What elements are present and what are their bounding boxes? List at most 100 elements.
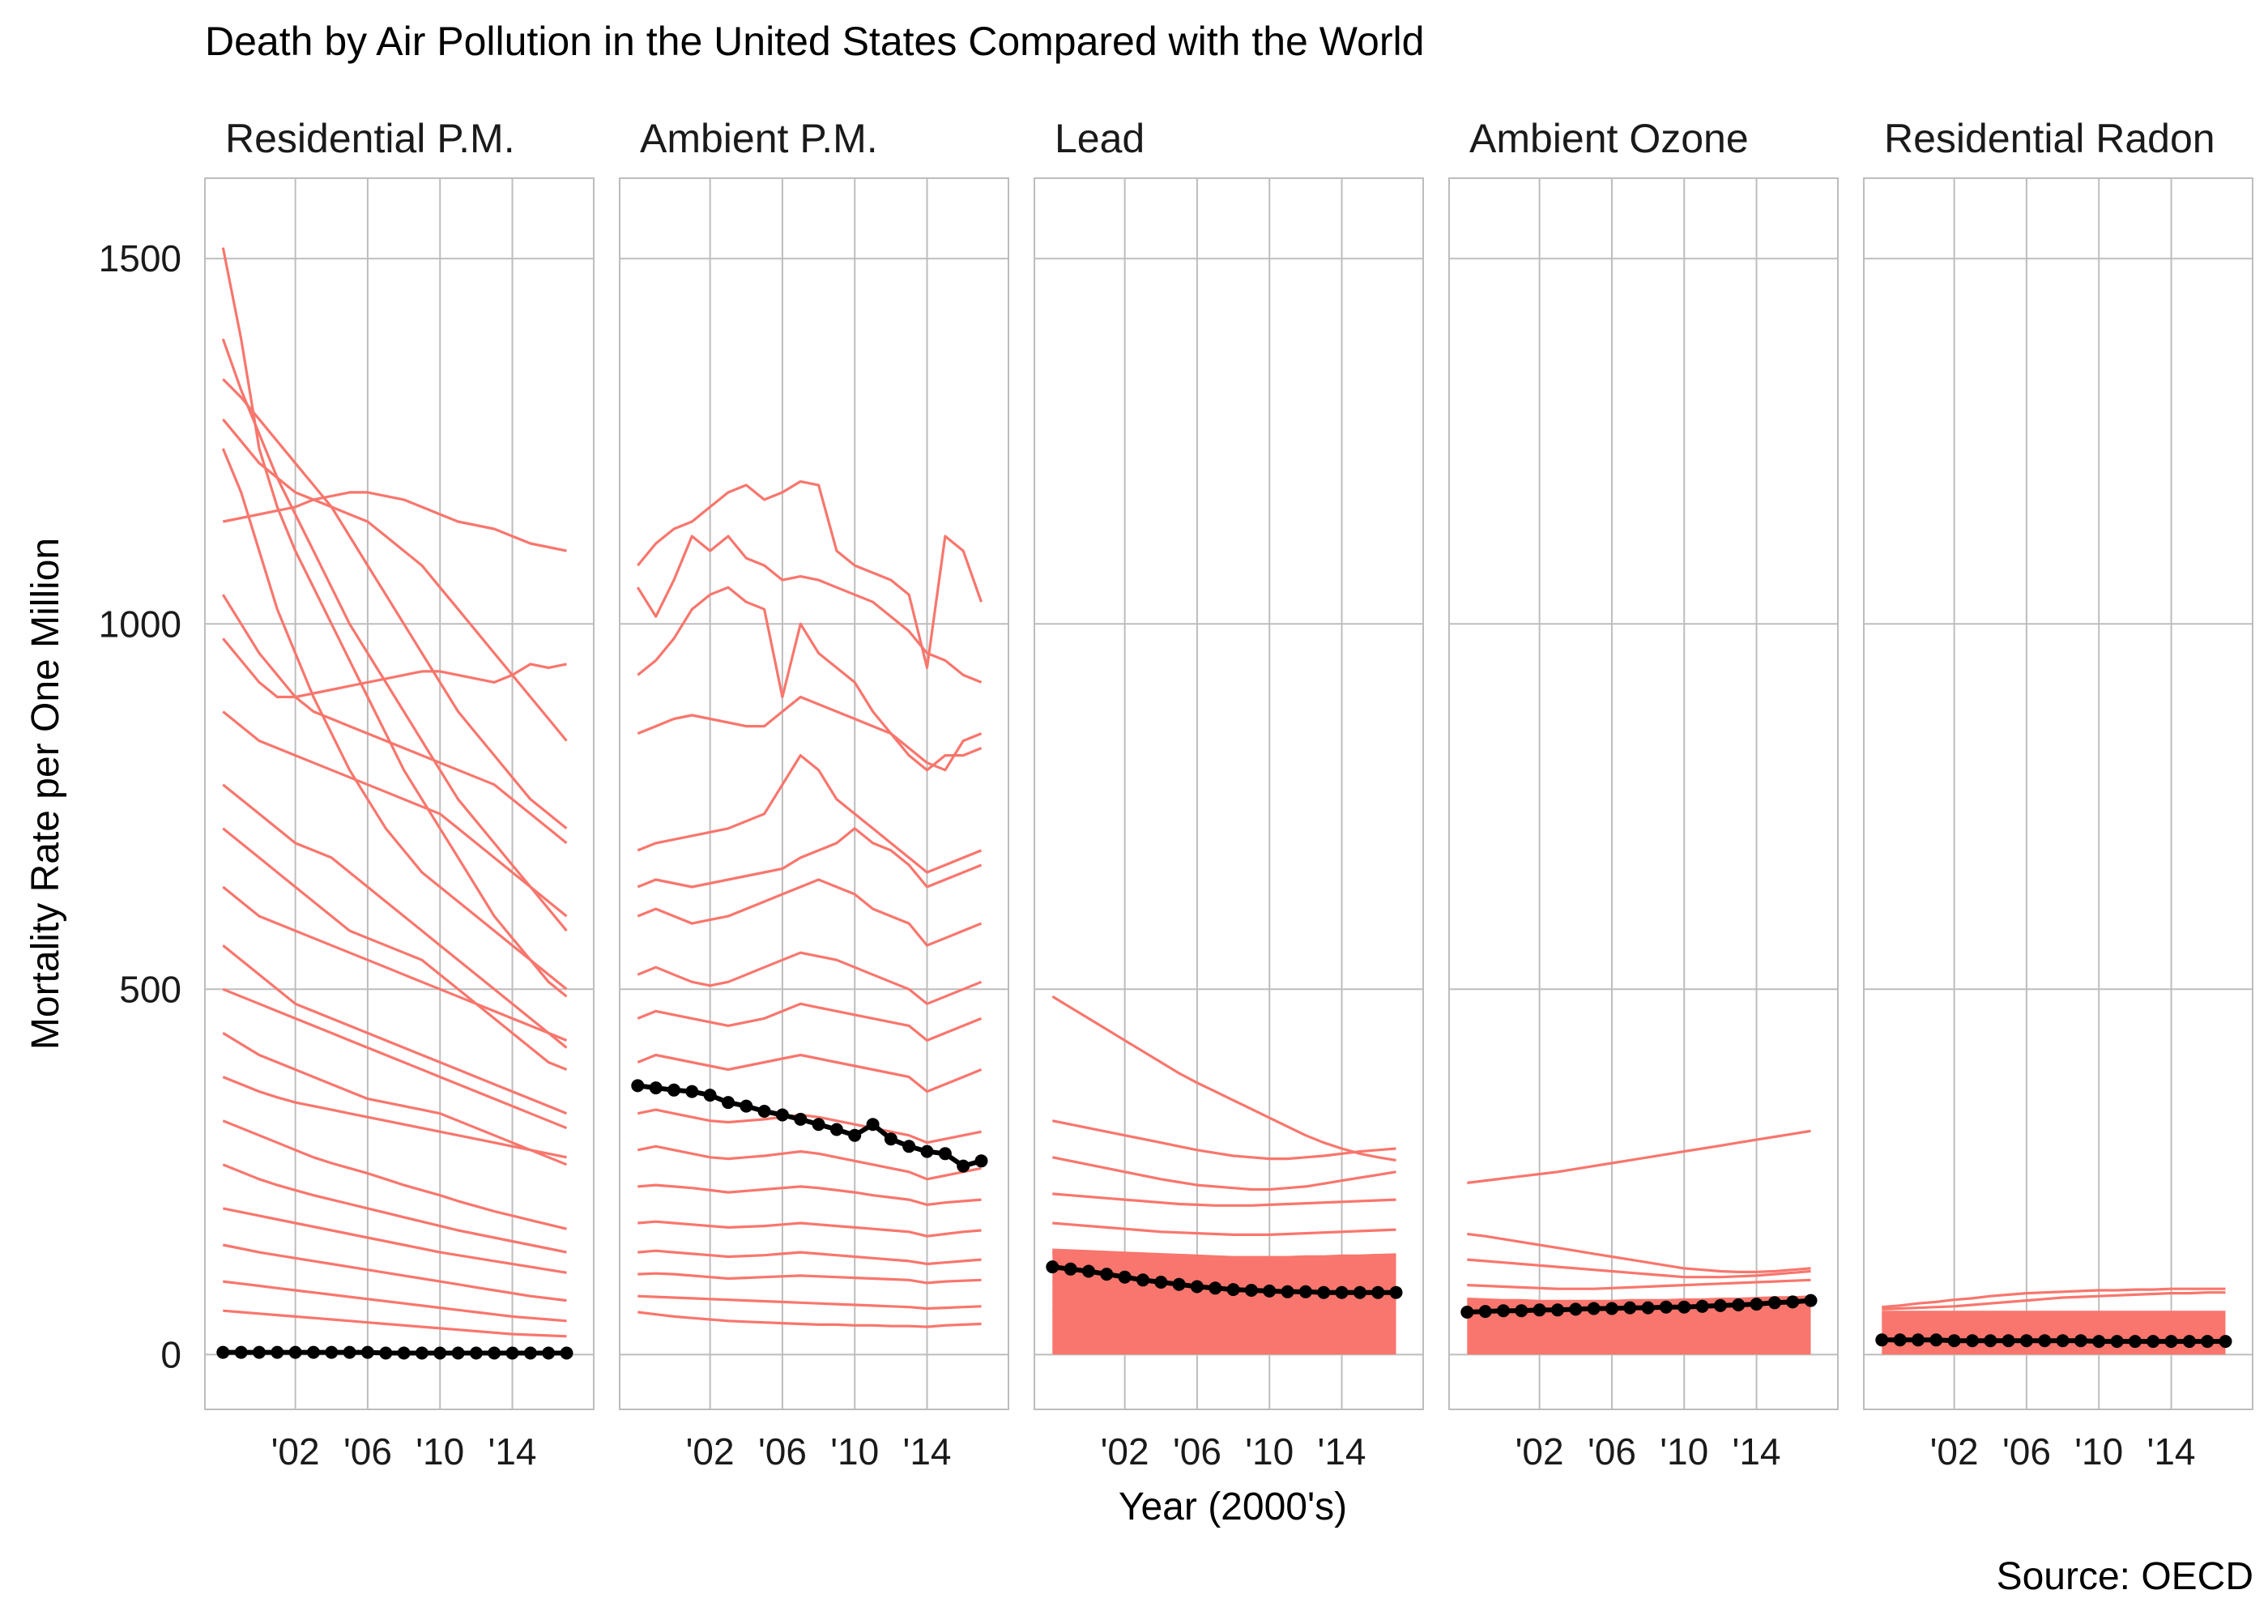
world-line: [222, 987, 568, 1130]
us-point: [2002, 1334, 2015, 1348]
us-point: [1353, 1285, 1366, 1299]
us-point: [1767, 1296, 1781, 1310]
us-point: [1082, 1264, 1095, 1278]
us-point: [1641, 1301, 1655, 1315]
us-point: [1154, 1276, 1168, 1289]
panel-border: [619, 177, 1009, 1410]
us-point: [307, 1345, 320, 1359]
panel-1: Ambient P.M. '02 '06 '10 '14: [619, 116, 1009, 1473]
us-point: [1460, 1306, 1474, 1319]
us-point: [1100, 1268, 1114, 1281]
us-point: [938, 1147, 952, 1161]
us-point: [433, 1346, 447, 1360]
world-line: [222, 1032, 568, 1166]
us-point: [1947, 1334, 1961, 1348]
us-point: [1281, 1285, 1294, 1298]
world-line: [637, 1249, 982, 1266]
world-line: [223, 1309, 567, 1338]
world-line: [222, 827, 568, 1071]
us-point: [1912, 1333, 1925, 1347]
us-point: [1623, 1301, 1637, 1315]
x-tick-label: '14: [488, 1430, 537, 1473]
us-point: [1713, 1298, 1727, 1312]
x-tick-label: '10: [830, 1430, 879, 1473]
us-point: [1209, 1281, 1222, 1295]
panel-2: Lead '02 '06 '10 '14: [1034, 116, 1424, 1473]
us-point: [631, 1079, 645, 1093]
us-point: [649, 1081, 663, 1095]
us-point: [2110, 1335, 2124, 1349]
us-point: [829, 1123, 843, 1136]
x-tick-label: '06: [2002, 1430, 2051, 1473]
us-point: [1371, 1285, 1385, 1299]
us-point: [957, 1159, 970, 1173]
us-point: [2019, 1334, 2033, 1348]
us-point: [542, 1346, 556, 1360]
x-tick-label: '06: [1588, 1430, 1636, 1473]
world-line: [222, 1163, 567, 1254]
world-line: [637, 1311, 982, 1328]
world-line: [637, 1294, 982, 1311]
us-point: [812, 1118, 825, 1132]
us-point: [325, 1345, 339, 1359]
us-point: [1172, 1277, 1186, 1291]
us-point: [523, 1346, 537, 1360]
us-point: [2182, 1335, 2196, 1349]
x-tick-label: '14: [903, 1430, 952, 1473]
world-line: [222, 491, 567, 552]
us-point: [1515, 1304, 1528, 1318]
x-tick-label: '02: [271, 1430, 320, 1473]
chart-title: Death by Air Pollution in the United Sta…: [205, 19, 1424, 64]
us-point: [379, 1346, 393, 1360]
us-point: [775, 1108, 789, 1122]
panel-0: Residential P.M. '02 '06 '10 '14 0 500 1000 1500: [99, 116, 595, 1473]
us-point: [1497, 1304, 1510, 1318]
us-point: [667, 1083, 680, 1097]
world-line: [637, 1002, 983, 1042]
x-tick-label: '06: [1173, 1430, 1221, 1473]
x-tick-label: '14: [2147, 1430, 2196, 1473]
us-point: [253, 1345, 266, 1359]
us-point: [2201, 1335, 2215, 1349]
panel-strip-label: Lead: [1055, 116, 1145, 161]
world-line: [221, 594, 568, 845]
world-line: [1467, 1232, 1811, 1274]
world-line: [1882, 1287, 2226, 1309]
panel-border: [1034, 177, 1424, 1410]
us-point: [1587, 1302, 1601, 1315]
world-line: [221, 338, 568, 932]
world-line: [222, 377, 568, 830]
x-tick-label: '10: [1245, 1430, 1294, 1473]
panel-border: [1448, 177, 1839, 1410]
world-line: [1051, 995, 1396, 1162]
us-point: [1659, 1300, 1673, 1314]
us-point: [1893, 1333, 1907, 1347]
us-point: [397, 1346, 411, 1360]
y-tick-label: 500: [119, 968, 181, 1010]
us-point: [722, 1096, 735, 1110]
us-point: [2074, 1334, 2087, 1348]
world-band: [1052, 1248, 1396, 1355]
us-point: [884, 1132, 897, 1146]
world-line: [1882, 1291, 2226, 1311]
us-point: [1569, 1302, 1583, 1316]
us-point: [1190, 1280, 1204, 1294]
world-line: [637, 753, 983, 874]
us-point: [740, 1099, 753, 1113]
x-tick-label: '14: [1318, 1430, 1366, 1473]
world-line: [637, 827, 983, 889]
panel-strip-label: Residential P.M.: [225, 116, 515, 161]
panel-border: [204, 177, 595, 1410]
x-axis-label: Year (2000's): [1119, 1485, 1347, 1528]
us-point: [271, 1345, 284, 1359]
world-line: [1051, 1156, 1396, 1191]
us-point: [560, 1346, 573, 1360]
world-line: [1052, 1345, 1396, 1351]
us-point: [1533, 1303, 1546, 1317]
us-point: [1046, 1260, 1059, 1274]
us-point: [2164, 1335, 2178, 1349]
world-line: [637, 1108, 982, 1144]
us-point: [2038, 1334, 2052, 1348]
us-point: [2092, 1335, 2106, 1349]
